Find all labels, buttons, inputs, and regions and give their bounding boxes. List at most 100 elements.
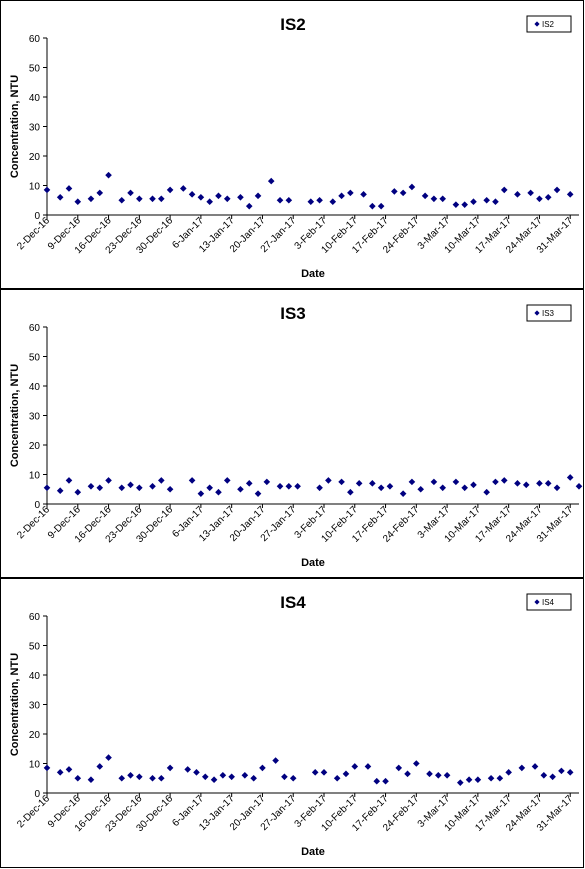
data-point [276, 196, 284, 204]
data-point [285, 483, 293, 490]
data-point [399, 189, 407, 197]
data-point [166, 764, 174, 772]
data-point [193, 769, 200, 776]
y-tick-label: 50 [29, 642, 41, 653]
data-point [566, 769, 574, 776]
data-point [553, 484, 561, 492]
y-axis-label: Concentration, NTU [9, 653, 21, 756]
data-point [105, 754, 112, 761]
data-point [500, 186, 508, 194]
data-point [74, 774, 82, 782]
y-tick-label: 40 [29, 671, 41, 682]
data-point [65, 766, 73, 773]
data-point [514, 480, 521, 487]
data-point [188, 191, 196, 198]
data-point [267, 177, 275, 185]
data-point [320, 769, 328, 776]
y-tick-label: 0 [34, 500, 40, 511]
data-point [439, 195, 447, 203]
data-point [399, 490, 407, 497]
data-point [413, 760, 420, 767]
data-point [338, 192, 345, 200]
data-point [483, 488, 490, 496]
data-point [166, 485, 174, 493]
chart-svg-is4: IS401020304050602-Dec-169-Dec-1616-Dec-1… [9, 593, 579, 858]
data-point [149, 195, 156, 203]
data-point [373, 777, 381, 785]
data-point [223, 477, 231, 484]
legend-box [526, 304, 572, 322]
x-axis-label: Date [301, 557, 325, 569]
data-point [487, 774, 495, 782]
data-point [325, 477, 332, 484]
data-point [87, 195, 95, 203]
chart-panel-is4: IS4 0 10 20 30 40 50 60 2-Dec-16 9-Dec-16 16-Dec-1… [0, 578, 584, 868]
data-point [289, 774, 297, 782]
y-tick-label: 10 [29, 760, 41, 771]
data-point [136, 773, 143, 781]
data-point [461, 484, 468, 492]
data-point [127, 481, 134, 489]
data-point [285, 196, 293, 204]
data-point [206, 484, 213, 492]
data-point [311, 769, 319, 776]
data-point [56, 487, 64, 495]
data-point [245, 202, 253, 210]
data-point [215, 192, 222, 200]
data-point [404, 770, 411, 778]
data-point [456, 779, 464, 786]
data-point [452, 478, 460, 486]
data-point [558, 767, 565, 775]
data-point [254, 192, 262, 200]
data-point [43, 186, 51, 194]
data-point [184, 766, 191, 773]
data-point [105, 477, 112, 484]
data-point [430, 478, 438, 486]
data-point [500, 477, 508, 484]
data-point [158, 477, 165, 484]
data-point [56, 769, 64, 776]
data-point [197, 490, 205, 497]
y-tick-label: 60 [29, 34, 41, 45]
data-point [391, 188, 398, 195]
y-axis-label: Concentration, NTU [9, 364, 21, 467]
data-point [263, 478, 271, 486]
data-point [188, 477, 196, 484]
legend-box [526, 15, 572, 33]
data-point [65, 185, 73, 192]
y-tick-label: 20 [29, 441, 41, 452]
data-point [197, 194, 205, 201]
data-point [549, 773, 556, 781]
chart-svg-is3: IS301020304050602-Dec-169-Dec-1616-Dec-1… [9, 304, 583, 569]
data-point [355, 480, 363, 487]
y-tick-label: 30 [29, 123, 41, 134]
y-tick-label: 50 [29, 353, 41, 364]
data-point [342, 770, 350, 778]
y-tick-label: 10 [29, 471, 41, 482]
data-point [241, 772, 249, 779]
data-point [386, 483, 394, 490]
data-point [96, 484, 104, 492]
data-point [575, 483, 583, 490]
data-point [347, 189, 354, 197]
data-point [470, 481, 477, 489]
data-point [439, 484, 447, 492]
data-point [250, 774, 257, 782]
y-tick-label: 10 [29, 182, 41, 193]
data-point [461, 201, 468, 208]
y-tick-label: 40 [29, 382, 41, 393]
data-point [43, 484, 51, 492]
data-point [215, 488, 222, 496]
data-point [377, 202, 385, 210]
data-point [553, 186, 561, 194]
data-point [518, 764, 526, 772]
data-point [259, 764, 266, 772]
data-point [149, 774, 156, 782]
data-point [281, 773, 288, 781]
data-point [228, 773, 235, 781]
chart-title: IS4 [280, 593, 306, 612]
chart-svg-is2: IS201020304050602-Dec-169-Dec-1616-Dec-1… [9, 15, 579, 280]
chart-title: IS3 [280, 304, 306, 323]
data-point [430, 195, 438, 203]
data-point [443, 772, 451, 779]
